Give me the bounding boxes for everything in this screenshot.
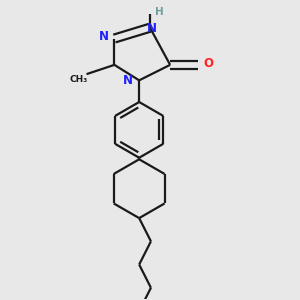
Text: N: N: [146, 22, 157, 35]
Text: N: N: [99, 30, 109, 43]
Text: CH₃: CH₃: [70, 75, 88, 84]
Text: H: H: [155, 7, 164, 17]
Text: N: N: [122, 74, 132, 88]
Text: O: O: [203, 57, 213, 70]
